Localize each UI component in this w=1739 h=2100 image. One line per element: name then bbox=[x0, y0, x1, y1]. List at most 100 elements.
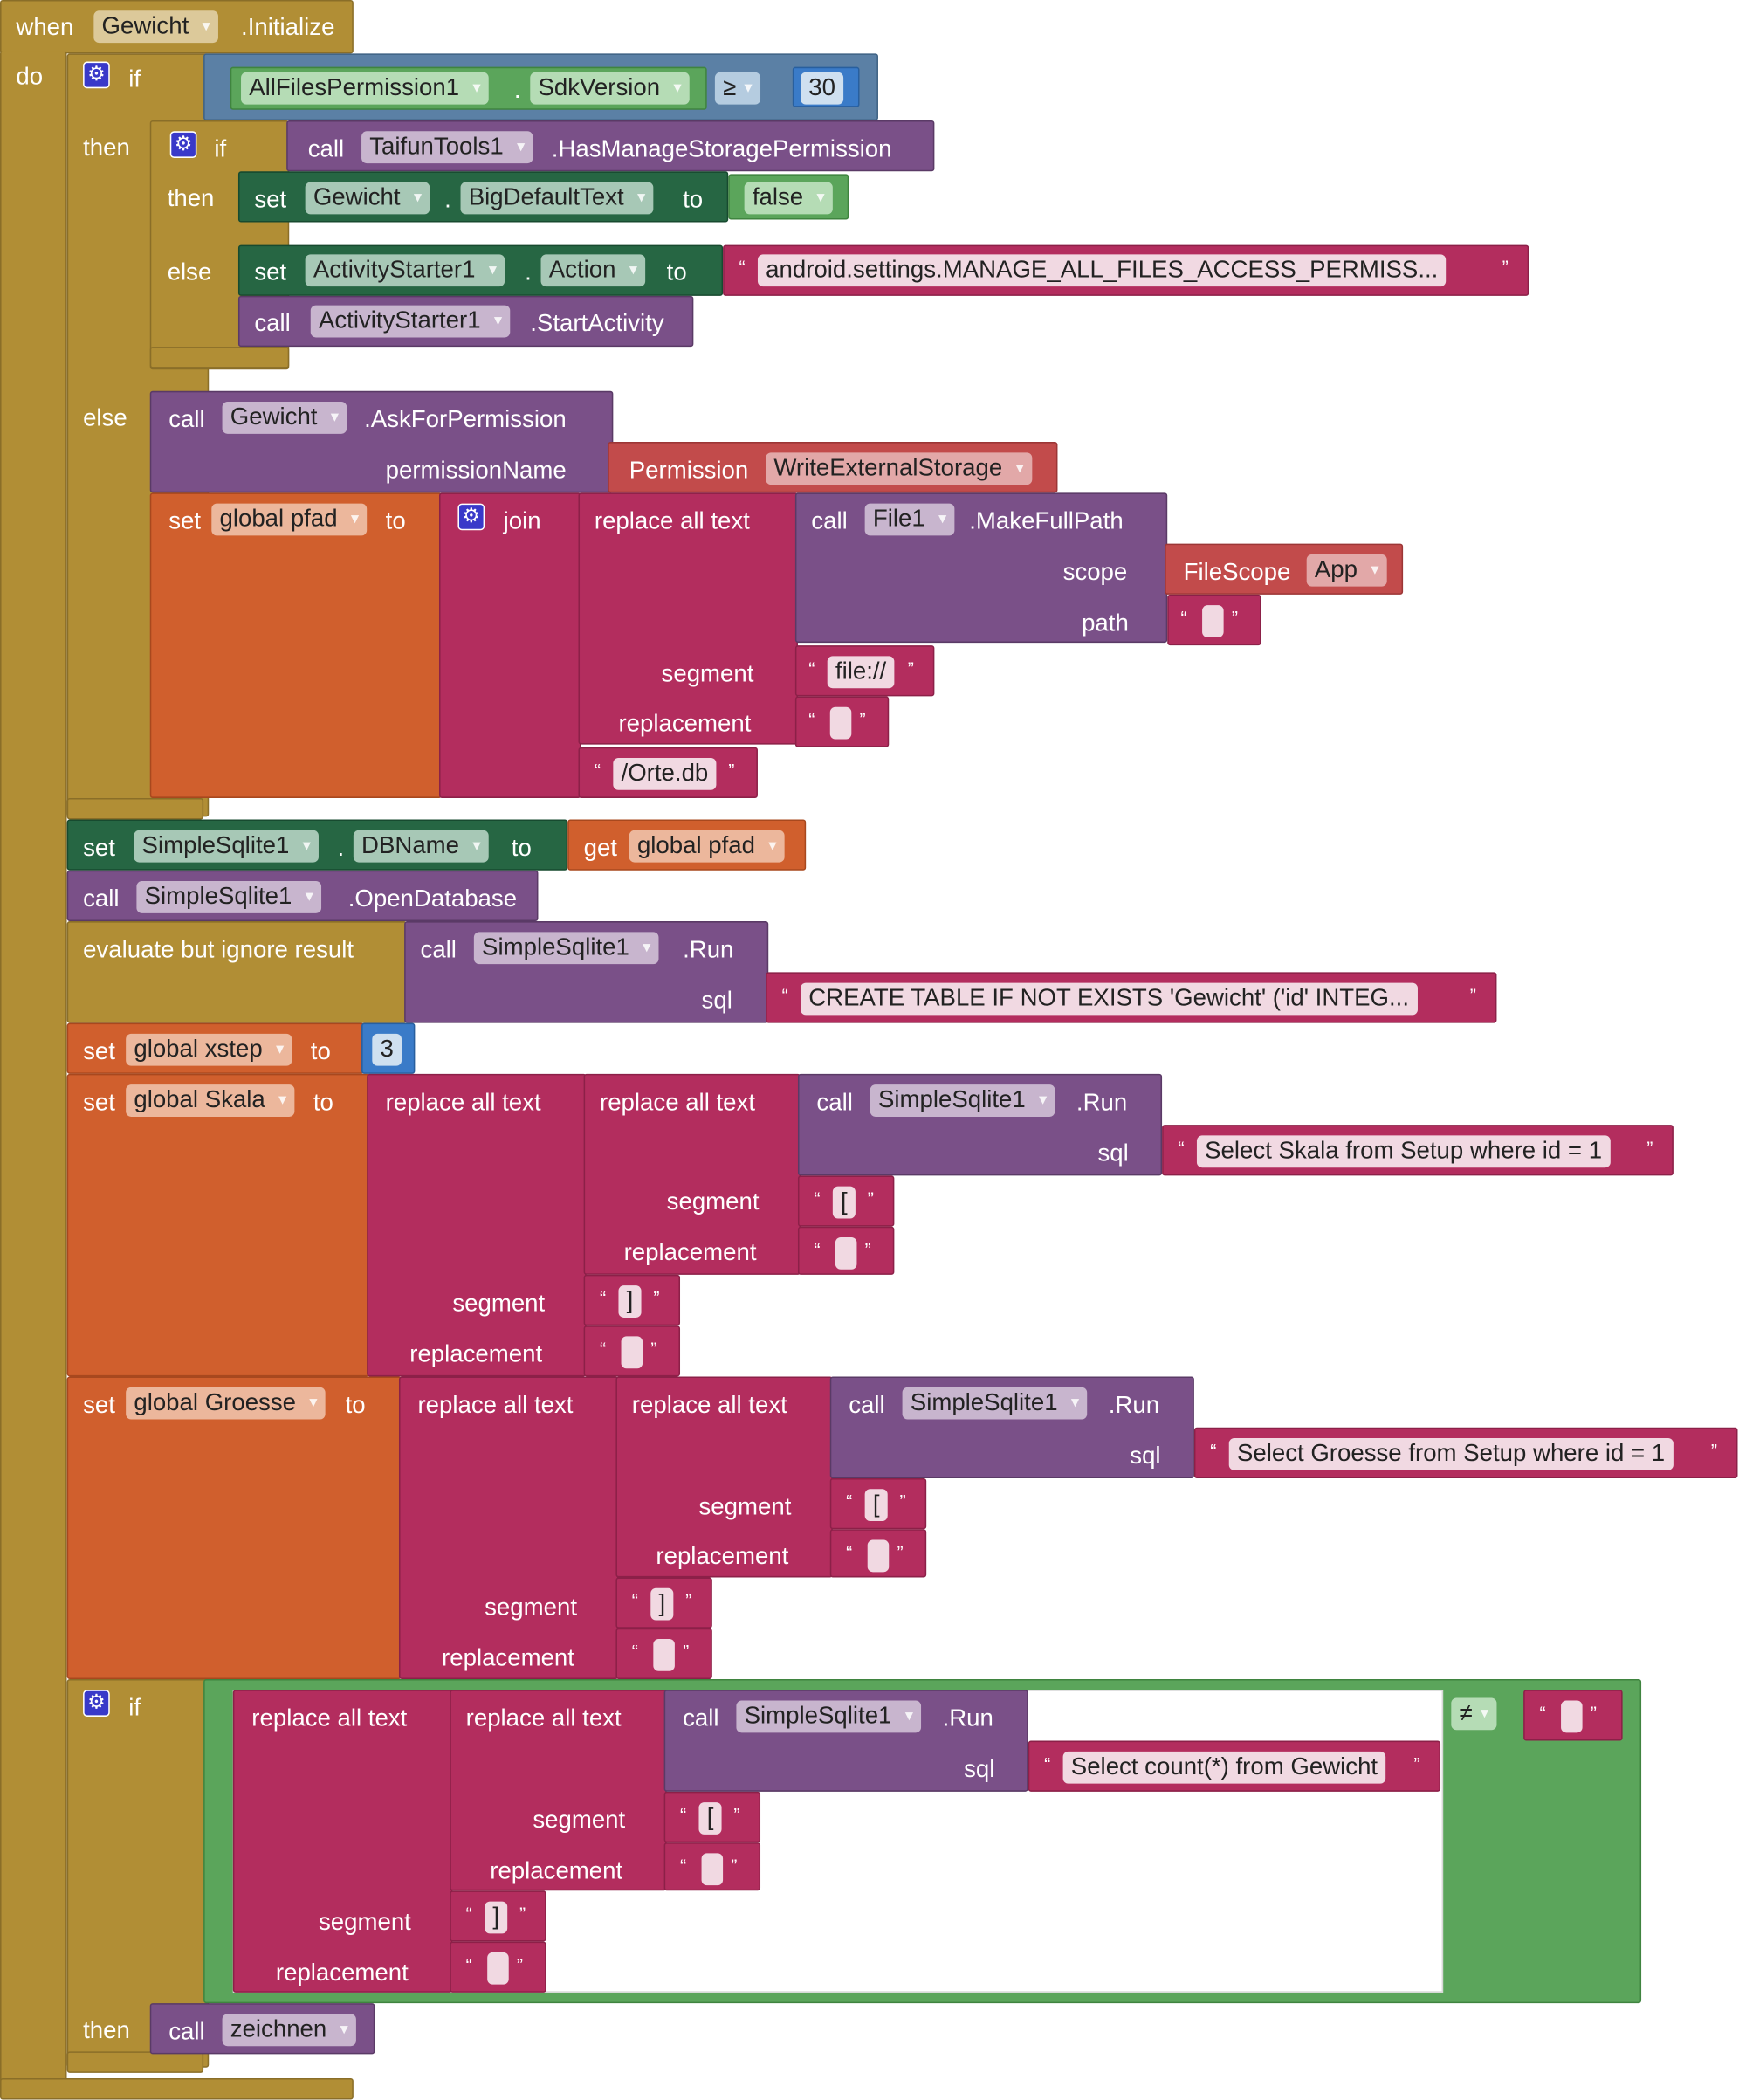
call-makefullpath-block[interactable] bbox=[794, 492, 1168, 644]
segment-label: segment bbox=[666, 1188, 760, 1215]
close-quote: ” bbox=[683, 1640, 690, 1663]
text-value[interactable]: CREATE TABLE IF NOT EXISTS 'Gewicht' ('i… bbox=[801, 982, 1418, 1016]
join-block[interactable] bbox=[438, 492, 581, 798]
if-label: if bbox=[128, 65, 141, 93]
open-quote: “ bbox=[600, 1286, 607, 1309]
operator-dropdown[interactable]: ≥ bbox=[714, 72, 760, 105]
if-block-permission-bottom bbox=[149, 347, 290, 368]
set-var-groesse-block[interactable] bbox=[66, 1376, 402, 1680]
variable-dropdown[interactable]: global Skala bbox=[126, 1084, 295, 1117]
mutator-gear-icon[interactable]: ⚙ bbox=[169, 131, 197, 158]
mutator-gear-icon[interactable]: ⚙ bbox=[83, 1690, 110, 1717]
close-quote: ” bbox=[859, 708, 866, 730]
open-quote: “ bbox=[1180, 606, 1187, 629]
number-value[interactable]: 3 bbox=[372, 1033, 402, 1066]
close-quote: ” bbox=[907, 657, 914, 679]
variable-dropdown[interactable]: global pfad bbox=[211, 503, 368, 536]
variable-dropdown[interactable]: global xstep bbox=[126, 1033, 292, 1066]
else-label: else bbox=[83, 404, 127, 431]
component-dropdown[interactable]: TaifunTools1 bbox=[361, 131, 533, 164]
component-dropdown[interactable]: Gewicht bbox=[222, 402, 347, 434]
permission-dropdown[interactable]: WriteExternalStorage bbox=[766, 452, 1032, 485]
replace-outer-block[interactable] bbox=[232, 1690, 453, 1993]
procedure-dropdown[interactable]: zeichnen bbox=[222, 2014, 357, 2047]
text-value[interactable]: [ bbox=[864, 1489, 888, 1522]
set-label: set bbox=[83, 1037, 115, 1065]
component-dropdown[interactable]: SimpleSqlite1 bbox=[473, 932, 659, 965]
close-quote: ” bbox=[899, 1490, 906, 1512]
replace-outer-block[interactable] bbox=[398, 1376, 619, 1680]
text-value-empty[interactable] bbox=[835, 1236, 857, 1270]
text-value[interactable]: [ bbox=[698, 1802, 722, 1835]
close-quote: ” bbox=[650, 1337, 657, 1360]
component-dropdown[interactable]: SimpleSqlite1 bbox=[902, 1387, 1088, 1420]
property-dropdown[interactable]: BigDefaultText bbox=[460, 182, 654, 215]
text-value[interactable]: ] bbox=[650, 1587, 674, 1621]
else-label: else bbox=[167, 258, 212, 286]
method-name: .Run bbox=[1076, 1088, 1128, 1116]
segment-label: segment bbox=[661, 660, 754, 687]
property-dropdown[interactable]: DBName bbox=[353, 830, 489, 863]
text-value[interactable]: file:// bbox=[827, 656, 895, 689]
component-dropdown[interactable]: Gewicht bbox=[93, 10, 219, 44]
text-value-empty[interactable] bbox=[1561, 1700, 1583, 1733]
text-value[interactable]: [ bbox=[832, 1186, 856, 1219]
text-value[interactable]: Select Groesse from Setup where id = 1 bbox=[1228, 1437, 1674, 1470]
text-value-empty[interactable] bbox=[487, 1952, 509, 1985]
open-quote: “ bbox=[846, 1490, 853, 1512]
text-value-empty[interactable] bbox=[829, 706, 852, 740]
replace-outer-block[interactable] bbox=[367, 1073, 587, 1377]
open-quote: “ bbox=[680, 1803, 687, 1826]
component-dropdown[interactable]: SimpleSqlite1 bbox=[736, 1700, 922, 1733]
text-value[interactable]: android.settings.MANAGE_ALL_FILES_ACCESS… bbox=[757, 254, 1447, 287]
text-value[interactable]: Select count(*) from Gewicht bbox=[1062, 1751, 1386, 1784]
text-value[interactable]: /Orte.db bbox=[613, 757, 717, 790]
open-quote: “ bbox=[680, 1854, 687, 1876]
open-quote: “ bbox=[814, 1238, 821, 1261]
close-quote: ” bbox=[1469, 984, 1476, 1006]
text-value[interactable]: Select Skala from Setup where id = 1 bbox=[1196, 1135, 1611, 1168]
variable-dropdown[interactable]: global pfad bbox=[629, 830, 785, 863]
evaluate-block[interactable] bbox=[66, 921, 408, 1023]
set-var-skala-block[interactable] bbox=[66, 1073, 370, 1377]
text-value[interactable]: ] bbox=[618, 1285, 642, 1318]
text-value-empty[interactable] bbox=[1202, 605, 1224, 637]
replace-inner-block[interactable] bbox=[450, 1690, 667, 1891]
if-label: if bbox=[214, 134, 227, 162]
mutator-gear-icon[interactable]: ⚙ bbox=[457, 503, 485, 531]
text-value-empty[interactable] bbox=[653, 1639, 675, 1671]
dot-label: . bbox=[337, 834, 345, 862]
component-dropdown[interactable]: File1 bbox=[864, 503, 955, 536]
component-dropdown[interactable]: ActivityStarter1 bbox=[310, 305, 511, 338]
mutator-gear-icon[interactable]: ⚙ bbox=[83, 61, 110, 89]
number-value[interactable]: 30 bbox=[801, 72, 844, 105]
variable-dropdown[interactable]: global Groesse bbox=[126, 1387, 326, 1420]
boolean-dropdown[interactable]: false bbox=[744, 182, 833, 215]
text-value-empty[interactable] bbox=[621, 1336, 643, 1369]
filescope-dropdown[interactable]: App bbox=[1306, 554, 1387, 587]
text-value[interactable]: ] bbox=[485, 1901, 508, 1934]
text-value-empty[interactable] bbox=[867, 1539, 890, 1573]
property-dropdown[interactable]: Action bbox=[540, 254, 646, 287]
text-value-empty[interactable] bbox=[701, 1853, 724, 1886]
operator-dropdown[interactable]: ≠ bbox=[1451, 1697, 1497, 1731]
set-label: set bbox=[83, 834, 115, 862]
call-label: call bbox=[83, 885, 120, 912]
component-dropdown[interactable]: SimpleSqlite1 bbox=[136, 881, 322, 913]
call-label: call bbox=[168, 2017, 205, 2045]
filescope-label: FileScope bbox=[1183, 558, 1291, 586]
set-var-pfad-block[interactable] bbox=[149, 492, 443, 798]
component-dropdown[interactable]: Gewicht bbox=[305, 182, 430, 215]
component-dropdown[interactable]: SimpleSqlite1 bbox=[134, 830, 320, 863]
component-dropdown[interactable]: ActivityStarter1 bbox=[305, 254, 505, 287]
property-dropdown[interactable]: SdkVersion bbox=[530, 72, 690, 105]
close-quote: ” bbox=[1231, 606, 1238, 629]
replace-inner-block[interactable] bbox=[615, 1376, 833, 1578]
component-dropdown[interactable]: SimpleSqlite1 bbox=[870, 1084, 1055, 1117]
close-quote: ” bbox=[685, 1589, 692, 1611]
then-label: then bbox=[83, 2016, 130, 2044]
set-label: set bbox=[168, 507, 202, 534]
call-run-block[interactable] bbox=[797, 1073, 1163, 1176]
component-dropdown[interactable]: AllFilesPermission1 bbox=[241, 72, 489, 105]
